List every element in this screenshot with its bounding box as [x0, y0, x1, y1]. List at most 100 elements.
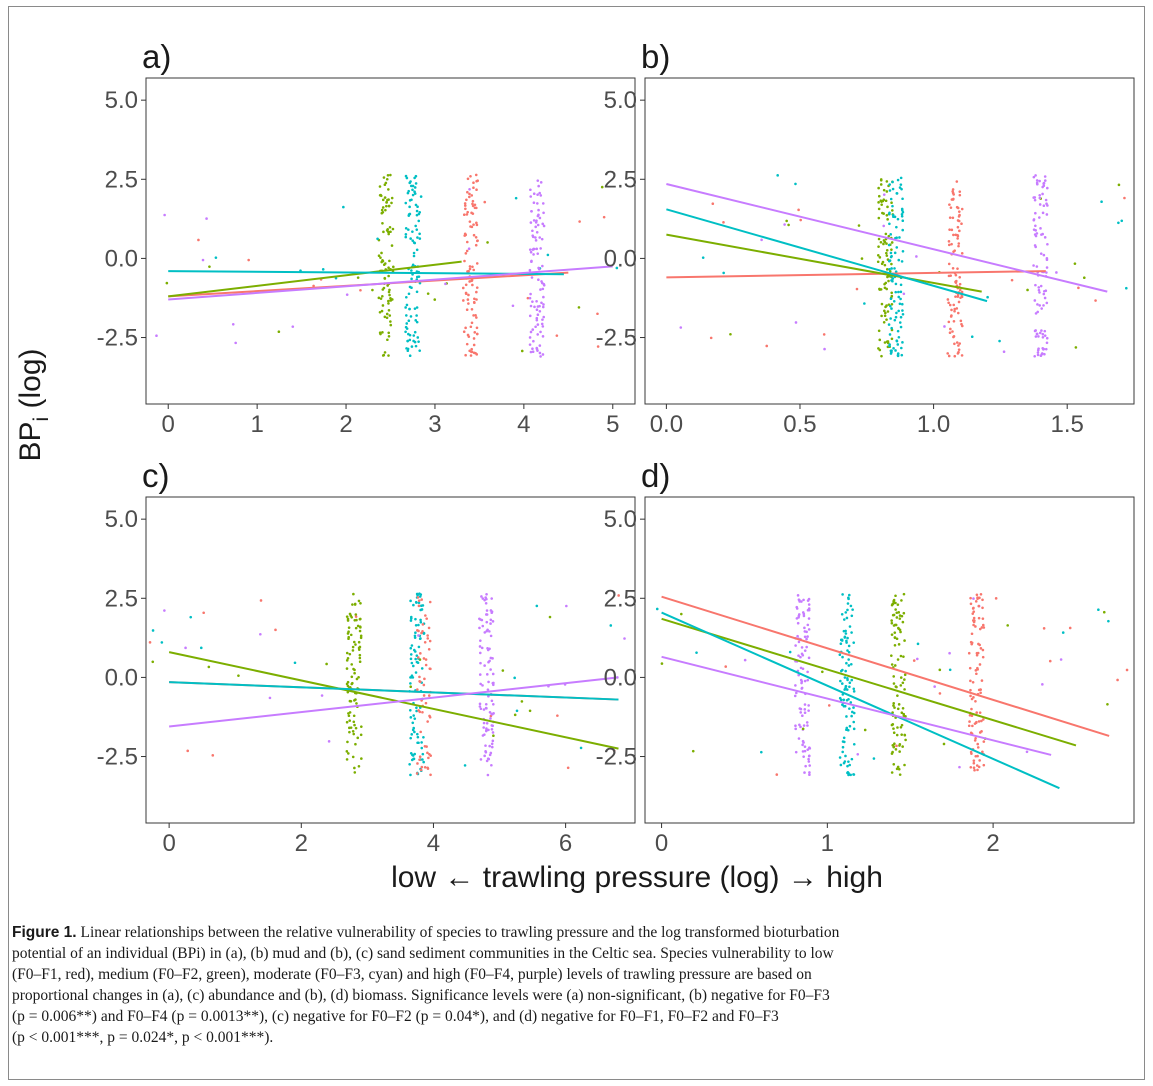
data-point — [533, 305, 536, 309]
data-point — [386, 173, 390, 177]
data-point — [418, 637, 422, 641]
data-point — [392, 265, 395, 269]
data-point — [890, 302, 894, 306]
data-point — [958, 342, 962, 345]
data-point — [888, 183, 891, 186]
data-point — [892, 299, 896, 303]
data-point — [387, 290, 391, 294]
data-point — [846, 678, 849, 682]
data-point — [165, 281, 169, 285]
data-point — [412, 603, 415, 607]
data-point — [852, 773, 855, 776]
data-point — [417, 601, 421, 605]
data-point — [955, 341, 959, 344]
data-point — [881, 260, 885, 264]
data-point — [885, 287, 888, 291]
x-tick-label: 0.0 — [650, 411, 683, 438]
data-point — [801, 743, 804, 747]
data-point — [377, 254, 381, 257]
x-tick-label: 2 — [295, 830, 308, 857]
data-point — [843, 704, 847, 708]
data-point — [384, 208, 387, 212]
data-point — [354, 742, 357, 746]
data-point — [378, 185, 382, 188]
data-point — [428, 600, 432, 604]
data-point — [890, 619, 893, 622]
data-point — [415, 601, 418, 604]
data-point — [474, 243, 478, 247]
data-point — [973, 722, 977, 725]
data-point — [381, 304, 385, 307]
data-point — [1038, 196, 1042, 200]
data-point — [416, 735, 420, 739]
data-point — [842, 736, 846, 740]
data-point — [902, 712, 906, 716]
data-point — [1033, 244, 1037, 247]
data-point — [388, 259, 391, 263]
data-point — [660, 662, 664, 665]
y-tick-label: 0.0 — [105, 664, 138, 691]
data-point — [427, 756, 430, 760]
data-point — [492, 712, 495, 715]
data-point — [1033, 354, 1036, 358]
x-axis-label: low ← trawling pressure (log) → high — [391, 861, 883, 894]
data-point — [898, 302, 902, 306]
data-point — [1041, 335, 1045, 339]
data-point — [893, 636, 897, 639]
data-point — [1043, 334, 1047, 337]
data-point — [891, 209, 894, 212]
data-point — [347, 635, 350, 639]
data-point — [419, 195, 423, 198]
data-point — [978, 663, 982, 666]
data-point — [972, 623, 975, 627]
data-point — [888, 211, 891, 215]
data-point — [958, 275, 962, 279]
data-point — [420, 667, 424, 670]
data-point — [968, 666, 972, 670]
data-point — [357, 640, 361, 644]
data-point — [899, 654, 903, 658]
data-point — [890, 294, 894, 298]
data-point — [1036, 303, 1039, 306]
data-point — [485, 729, 488, 732]
data-point — [404, 201, 408, 205]
data-point — [893, 664, 897, 667]
data-point — [353, 723, 356, 727]
data-point — [844, 632, 848, 635]
data-point — [889, 352, 893, 355]
data-point — [899, 325, 903, 329]
data-point — [1120, 219, 1124, 223]
data-point — [959, 296, 962, 299]
data-point — [526, 296, 530, 300]
data-point — [465, 213, 469, 216]
data-point — [466, 298, 470, 301]
data-point — [901, 745, 904, 748]
data-point — [423, 641, 427, 644]
x-tick-label: 1 — [250, 411, 263, 438]
data-point — [1038, 193, 1042, 197]
data-point — [1002, 350, 1006, 354]
data-point — [801, 611, 805, 614]
data-point — [842, 629, 846, 633]
data-point — [889, 297, 893, 300]
data-point — [970, 632, 974, 636]
data-point — [388, 288, 391, 292]
data-point — [952, 303, 956, 307]
data-point — [691, 749, 695, 753]
data-point — [347, 752, 350, 755]
data-point — [1042, 184, 1046, 188]
data-point — [483, 733, 486, 736]
data-point — [352, 592, 355, 596]
data-point — [980, 719, 983, 723]
data-point — [444, 282, 447, 286]
data-point — [798, 707, 802, 710]
data-point — [565, 604, 568, 608]
data-point — [1042, 181, 1046, 185]
data-point — [950, 228, 954, 232]
data-point — [803, 771, 806, 774]
data-point — [1040, 307, 1043, 310]
data-point — [960, 222, 963, 226]
data-point — [1037, 286, 1041, 289]
data-point — [895, 733, 899, 737]
data-point — [359, 288, 362, 292]
